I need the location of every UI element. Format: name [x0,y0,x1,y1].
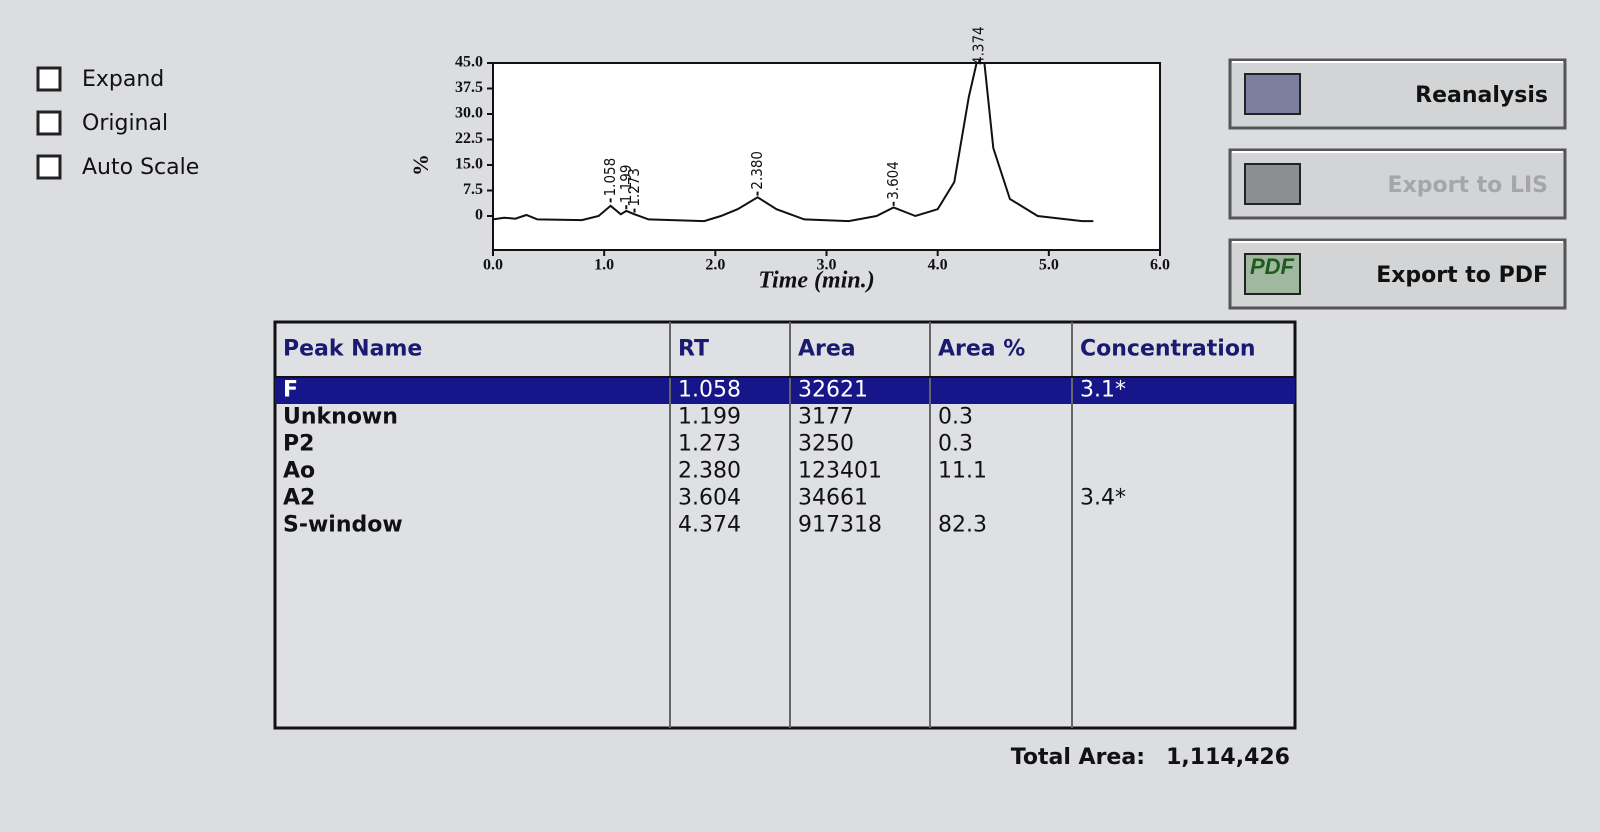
table-cell[interactable]: 32621 [798,378,868,403]
checkbox[interactable] [36,154,62,180]
button-icon [1244,73,1301,115]
x-tick-label: 1.0 [594,257,614,274]
button-icon [1244,163,1301,205]
column-header: Concentration [1080,337,1256,362]
y-tick-label: 7.5 [463,181,483,198]
checkbox[interactable] [36,66,62,92]
peak-label: 4.374 [970,26,988,65]
table-cell[interactable]: Ao [283,459,315,484]
total-value: 1,114,426 [1166,745,1290,770]
table-cell[interactable]: P2 [283,432,314,457]
button-label[interactable]: Reanalysis [1415,83,1548,108]
pdf-icon-label: PDF [1250,254,1295,279]
y-tick-label: 15.0 [455,156,483,173]
checkbox-label[interactable]: Original [82,111,168,136]
table-cell[interactable]: 1.273 [678,432,741,457]
table-cell[interactable]: 11.1 [938,459,987,484]
x-tick-label: 2.0 [705,257,725,274]
column-header: Area % [938,337,1025,362]
button-label[interactable]: Export to LIS [1388,173,1548,198]
table-cell[interactable]: 3.4* [1080,486,1126,511]
table-cell[interactable]: 1.199 [678,405,741,430]
peak-label: 3.604 [884,161,902,200]
table-cell[interactable]: 3.604 [678,486,741,511]
table-cell[interactable]: 2.380 [678,459,741,484]
column-header: Area [798,337,856,362]
checkbox-label[interactable]: Auto Scale [82,155,199,180]
table-cell[interactable]: 4.374 [678,513,741,538]
y-tick-label: 45.0 [455,54,483,71]
table-cell[interactable]: 917318 [798,513,882,538]
column-header: Peak Name [283,337,422,362]
x-tick-label: 0.0 [483,257,503,274]
y-tick-label: 37.5 [455,79,483,96]
selected-row[interactable] [275,377,1295,404]
table-cell[interactable]: Unknown [283,405,398,430]
plot-frame [492,62,1161,251]
peak-label: 1.058 [601,158,619,197]
x-tick-label: 3.0 [817,257,837,274]
peak-label: 1.273 [625,168,643,207]
peak-label: 2.380 [748,151,766,190]
x-tick-label: 6.0 [1150,257,1170,274]
table-cell[interactable]: 34661 [798,486,868,511]
y-tick-label: 22.5 [455,130,483,147]
table-cell[interactable]: 1.058 [678,378,741,403]
chromatogram-trace [492,62,1094,223]
table-cell[interactable]: 0.3 [938,432,973,457]
y-tick-label: 30.0 [455,105,483,122]
table-cell[interactable]: 3177 [798,405,854,430]
button-label[interactable]: Export to PDF [1376,263,1548,288]
x-tick-label: 5.0 [1039,257,1059,274]
button-icon [1244,253,1301,295]
table-cell[interactable]: 3.1* [1080,378,1126,403]
total-label: Total Area: [1011,745,1145,770]
table-cell[interactable]: F [283,378,298,403]
x-tick-label: 4.0 [928,257,948,274]
table-cell[interactable]: A2 [283,486,315,511]
table-cell[interactable]: 3250 [798,432,854,457]
table-cell[interactable]: 82.3 [938,513,987,538]
y-tick-label: 0 [475,207,483,224]
y-axis-label: % [408,154,433,176]
checkbox[interactable] [36,110,62,136]
table-cell[interactable]: S-window [283,513,403,538]
checkbox-label[interactable]: Expand [82,67,164,92]
table-cell[interactable]: 0.3 [938,405,973,430]
column-header: RT [678,337,709,362]
peak-label: 1.199 [617,165,635,204]
table-cell[interactable]: 123401 [798,459,882,484]
x-axis-label: Time (min.) [758,268,874,294]
